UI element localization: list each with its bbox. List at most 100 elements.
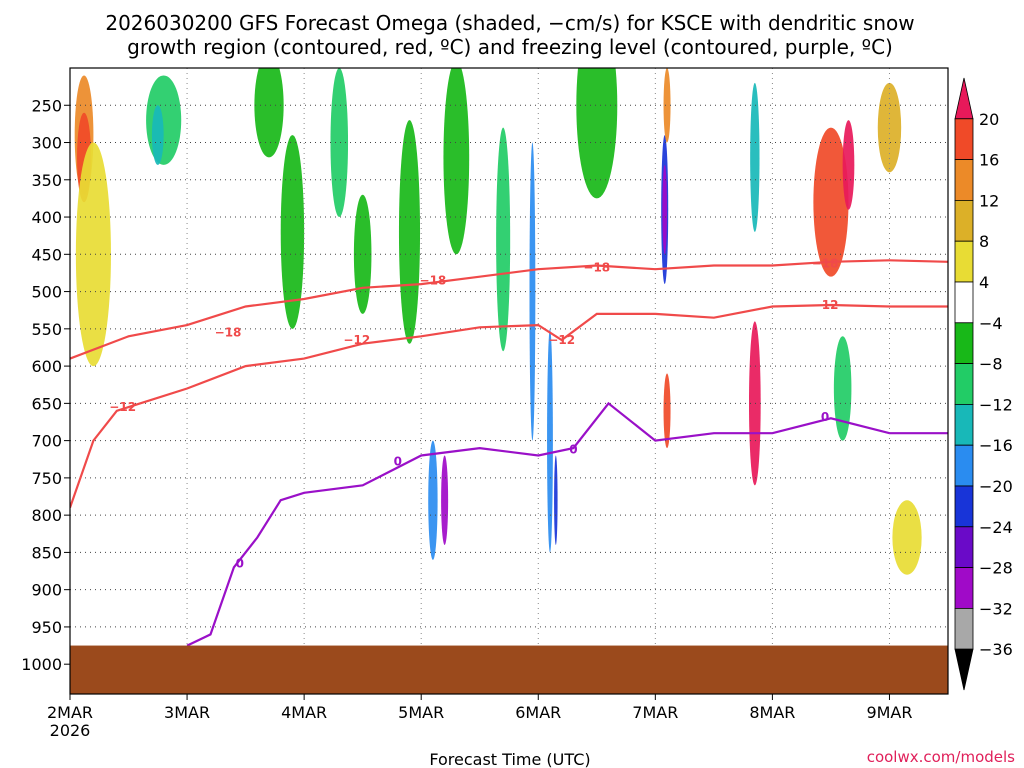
omega-blob	[496, 127, 511, 352]
y-tick-label: 800	[31, 506, 62, 525]
y-tick-label: 250	[31, 96, 62, 115]
omega-blob	[813, 127, 849, 277]
colorbar-label: −36	[979, 640, 1013, 659]
y-tick-label: 700	[31, 432, 62, 451]
x-tick-label: 4MAR	[281, 703, 327, 722]
omega-blob	[662, 164, 668, 255]
colorbar-label: 12	[979, 191, 999, 210]
colorbar-label: −28	[979, 559, 1013, 578]
omega-shading	[74, 68, 922, 575]
contour-label: −18	[420, 273, 447, 287]
y-tick-label: 950	[31, 618, 62, 637]
y-tick-label: 900	[31, 581, 62, 600]
omega-blob	[443, 68, 470, 255]
colorbar-cap-bottom	[954, 648, 974, 691]
y-tick-label: 600	[31, 357, 62, 376]
omega-blob	[254, 68, 284, 158]
y-tick-label: 400	[31, 208, 62, 227]
credit-text: coolwx.com/models	[867, 748, 1015, 766]
colorbar-segment	[954, 444, 974, 487]
omega-blob	[330, 68, 349, 218]
x-tick-label: 6MAR	[515, 703, 561, 722]
x-tick-sublabel: 2026	[50, 721, 91, 740]
omega-blob	[428, 440, 438, 560]
colorbar-label: −32	[979, 599, 1013, 618]
contour-label: 0	[569, 443, 577, 457]
chart-title-line-1: 2026030200 GFS Forecast Omega (shaded, −…	[105, 11, 914, 35]
contour-label: −18	[583, 261, 610, 275]
colorbar-segment	[954, 240, 974, 283]
x-tick-label: 3MAR	[164, 703, 210, 722]
dgz-contour-minus12	[70, 303, 948, 509]
contour-label: −18	[215, 326, 242, 340]
y-tick-label: 350	[31, 171, 62, 190]
colorbar-segment	[954, 322, 974, 364]
colorbar-segment	[954, 526, 974, 568]
y-axis: 250 300 350 400 450 500 550 600 650 700 750 800 850 9…	[21, 96, 70, 674]
y-tick-label: 450	[31, 245, 62, 264]
surface-terrain	[70, 645, 948, 694]
contour-label: −12	[109, 400, 136, 414]
colorbar-segment	[954, 403, 974, 446]
omega-blob	[441, 455, 449, 545]
colorbar-label: −4	[979, 314, 1003, 333]
colorbar-segment	[954, 159, 974, 201]
colorbar-label: −20	[979, 477, 1013, 496]
x-tick-label: 8MAR	[749, 703, 795, 722]
colorbar-segment	[954, 608, 974, 650]
colorbar-segment	[954, 567, 974, 609]
y-tick-label: 750	[31, 469, 62, 488]
freezing-level-contour	[186, 401, 948, 647]
omega-blob	[398, 120, 421, 344]
omega-blob	[842, 120, 855, 210]
omega-blob	[353, 194, 372, 314]
x-tick-label: 5MAR	[398, 703, 444, 722]
colorbar-label: 16	[979, 151, 999, 170]
colorbar-label: 4	[979, 273, 989, 292]
colorbar-segment	[954, 118, 974, 161]
colorbar: 20 16 12 8 4 −4 −8 −12 −16 −20 −24 −28 −32 −36	[954, 77, 1013, 691]
omega-blob	[663, 373, 671, 449]
omega-blob	[892, 500, 922, 575]
omega-blob	[146, 75, 182, 165]
contour-label: 0	[394, 454, 402, 468]
omega-blob	[748, 321, 761, 486]
omega-blob	[833, 336, 852, 441]
colorbar-label: 8	[979, 232, 989, 251]
colorbar-label: −24	[979, 518, 1013, 537]
contour-label: −12	[812, 298, 839, 312]
y-tick-label: 500	[31, 283, 62, 302]
contour-label: −18	[812, 256, 839, 270]
y-tick-label: 1000	[21, 655, 62, 674]
omega-blob	[151, 105, 164, 165]
x-tick-label: 9MAR	[866, 703, 912, 722]
x-axis-label: Forecast Time (UTC)	[429, 750, 590, 768]
contour-label: 0	[236, 557, 244, 571]
contour-label: −12	[548, 333, 575, 347]
x-tick-label: 2MAR	[47, 703, 93, 722]
plot-frame	[69, 67, 949, 695]
omega-blob	[576, 68, 618, 199]
colorbar-segment	[954, 363, 974, 405]
colorbar-segment	[954, 281, 974, 324]
omega-blob	[75, 142, 111, 367]
y-tick-label: 850	[31, 543, 62, 562]
omega-blob	[663, 68, 671, 143]
colorbar-label: −12	[979, 395, 1013, 414]
omega-blob	[554, 455, 558, 545]
y-tick-label: 550	[31, 320, 62, 339]
dgz-contour-minus18	[70, 259, 948, 360]
x-tick-label: 7MAR	[632, 703, 678, 722]
contour-label: −12	[343, 333, 370, 347]
plot-area: −18 −18 −18 −18 −12 −12 −12 −12 0 0 0 0	[69, 67, 949, 695]
y-tick-label: 650	[31, 394, 62, 413]
omega-blob	[750, 82, 760, 232]
y-tick-label: 300	[31, 134, 62, 153]
colorbar-segment	[954, 485, 974, 528]
colorbar-label: −16	[979, 436, 1013, 455]
omega-blob	[547, 328, 553, 553]
contour-label: 0	[821, 410, 829, 424]
colorbar-cap-top	[954, 77, 974, 120]
